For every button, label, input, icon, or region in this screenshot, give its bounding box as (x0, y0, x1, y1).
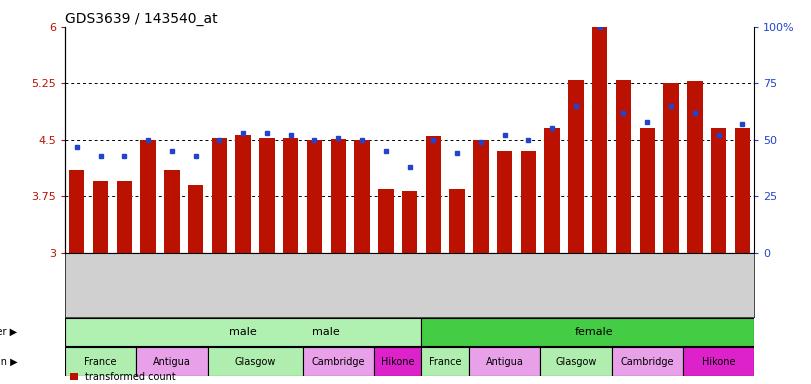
Bar (540, 348, 611, 376)
Bar (188, 185, 204, 253)
Bar (640, 129, 655, 253)
Text: Antigua: Antigua (153, 356, 191, 367)
Text: Hikone: Hikone (381, 356, 414, 367)
Text: Cambridge: Cambridge (311, 356, 365, 367)
Text: Glasgow: Glasgow (234, 356, 276, 367)
Bar (616, 79, 631, 253)
Bar (735, 129, 750, 253)
Text: male: male (230, 327, 257, 337)
Bar (212, 137, 227, 253)
Text: male: male (312, 327, 341, 337)
Bar (136, 348, 208, 376)
Text: Hikone: Hikone (702, 356, 736, 367)
Bar (235, 134, 251, 253)
Bar (164, 170, 179, 253)
Bar (283, 137, 298, 253)
Bar (65, 348, 136, 376)
Bar (663, 83, 679, 253)
Bar (569, 79, 584, 253)
Text: France: France (84, 356, 117, 367)
Bar (331, 139, 346, 253)
Bar (473, 140, 488, 253)
Bar (422, 318, 754, 346)
Bar (374, 348, 422, 376)
Bar (422, 348, 469, 376)
Text: Glasgow: Glasgow (556, 356, 597, 367)
Bar (711, 129, 727, 253)
Bar (65, 318, 422, 346)
Text: France: France (429, 356, 461, 367)
Text: strain ▶: strain ▶ (0, 356, 17, 367)
Text: Antigua: Antigua (486, 356, 524, 367)
Bar (378, 189, 393, 253)
Bar (449, 189, 465, 253)
Bar (69, 170, 84, 253)
Text: GDS3639 / 143540_at: GDS3639 / 143540_at (65, 12, 217, 26)
Bar (611, 348, 683, 376)
Text: female: female (574, 327, 613, 337)
Bar (307, 140, 322, 253)
Bar (117, 181, 132, 253)
Bar (544, 129, 560, 253)
Bar (521, 151, 536, 253)
Text: gender ▶: gender ▶ (0, 327, 17, 337)
Bar (683, 348, 754, 376)
Bar (687, 81, 702, 253)
Bar (426, 136, 441, 253)
Bar (401, 191, 418, 253)
Legend: transformed count, percentile rank within the sample: transformed count, percentile rank withi… (70, 372, 251, 384)
Bar (354, 140, 370, 253)
Bar (208, 348, 303, 376)
Bar (140, 140, 156, 253)
Bar (92, 181, 108, 253)
Bar (592, 27, 607, 253)
Bar (303, 348, 374, 376)
Text: Cambridge: Cambridge (620, 356, 674, 367)
Bar (497, 151, 513, 253)
Bar (260, 137, 275, 253)
Bar (469, 348, 540, 376)
